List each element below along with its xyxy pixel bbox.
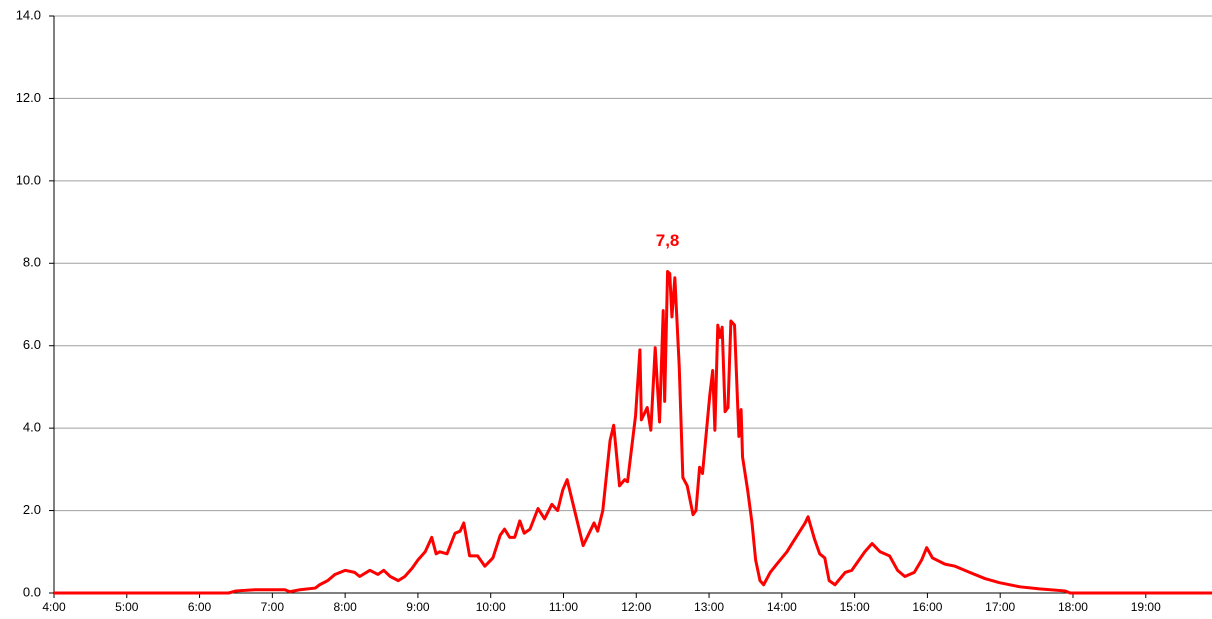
y-tick-label: 12.0: [16, 90, 41, 105]
y-tick-label: 6.0: [23, 337, 41, 352]
y-tick-label: 4.0: [23, 420, 41, 435]
y-tick-label: 14.0: [16, 7, 41, 22]
x-tick-label: 17:00: [985, 600, 1015, 614]
x-tick-label: 13:00: [694, 600, 724, 614]
x-tick-label: 18:00: [1058, 600, 1088, 614]
y-tick-label: 8.0: [23, 255, 41, 270]
line-series: [54, 270, 1212, 595]
x-tick-label: 8:00: [333, 600, 357, 614]
x-tick-label: 6:00: [188, 600, 212, 614]
x-tick-label: 7:00: [261, 600, 285, 614]
x-tick-label: 14:00: [767, 600, 797, 614]
data-label: 7,8: [656, 231, 680, 250]
x-tick-label: 10:00: [476, 600, 506, 614]
y-tick-label: 10.0: [16, 172, 41, 187]
x-tick-label: 15:00: [840, 600, 870, 614]
x-tick-label: 5:00: [115, 600, 139, 614]
x-tick-label: 9:00: [406, 600, 430, 614]
y-tick-label: 2.0: [23, 502, 41, 517]
x-tick-label: 19:00: [1131, 600, 1161, 614]
x-tick-label: 12:00: [621, 600, 651, 614]
x-tick-label: 16:00: [912, 600, 942, 614]
x-tick-label: 4:00: [42, 600, 66, 614]
y-tick-label: 0.0: [23, 584, 41, 599]
x-tick-label: 11:00: [549, 600, 578, 614]
